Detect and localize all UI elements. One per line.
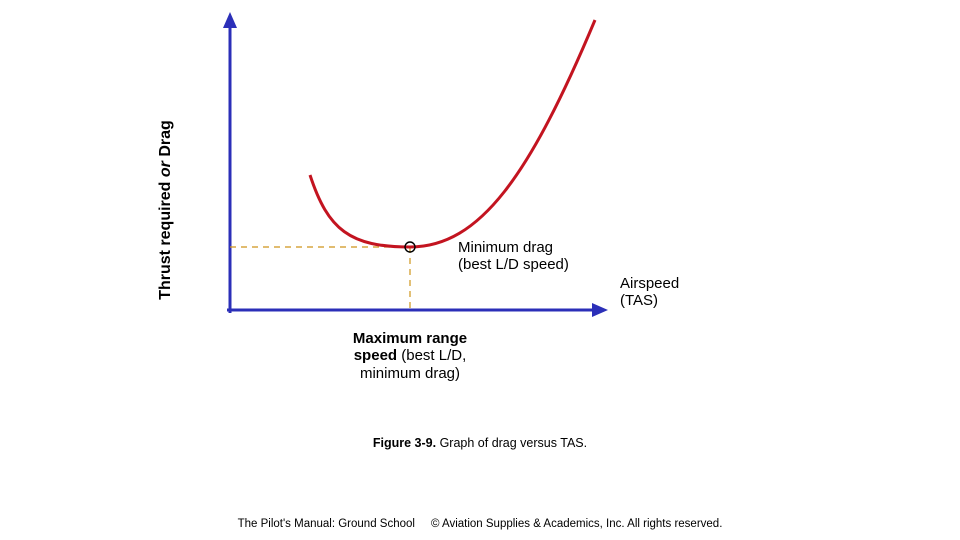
max-range-bold2: speed xyxy=(354,347,402,364)
y-axis-label: Thrust required or Drag xyxy=(157,120,175,300)
min-drag-annotation: Minimum drag (best L/D speed) xyxy=(458,240,569,273)
footer-left: The Pilot's Manual: Ground School xyxy=(238,518,415,530)
max-range-line3: minimum drag) xyxy=(320,365,500,382)
figure-caption: Figure 3-9. Graph of drag versus TAS. xyxy=(0,436,960,450)
y-axis-text-2: Drag xyxy=(157,120,174,156)
caption-text: Graph of drag versus TAS. xyxy=(436,436,587,450)
footer: The Pilot's Manual: Ground School © Avia… xyxy=(0,518,960,530)
max-range-bold1: Maximum range xyxy=(353,330,467,347)
drag-vs-tas-chart: Thrust required or Drag xyxy=(200,10,730,410)
x-axis-text-1: Airspeed xyxy=(620,275,679,292)
page: Thrust required or Drag xyxy=(0,0,960,540)
guide-lines xyxy=(230,247,410,310)
x-axis-label: Airspeed (TAS) xyxy=(620,275,679,310)
drag-curve xyxy=(310,20,595,247)
x-axis-arrow xyxy=(592,303,608,317)
min-drag-line2: (best L/D speed) xyxy=(458,257,569,274)
footer-right: © Aviation Supplies & Academics, Inc. Al… xyxy=(431,518,722,530)
caption-bold: Figure 3-9. xyxy=(373,436,436,450)
x-axis-text-2: (TAS) xyxy=(620,292,679,309)
max-range-line2: (best L/D, xyxy=(401,347,466,364)
y-axis-arrow xyxy=(223,12,237,28)
y-axis-text-or: or xyxy=(157,157,174,177)
min-drag-line1: Minimum drag xyxy=(458,240,569,257)
y-axis-text-1: Thrust required xyxy=(157,182,174,300)
max-range-annotation: Maximum range speed (best L/D, minimum d… xyxy=(320,330,500,382)
